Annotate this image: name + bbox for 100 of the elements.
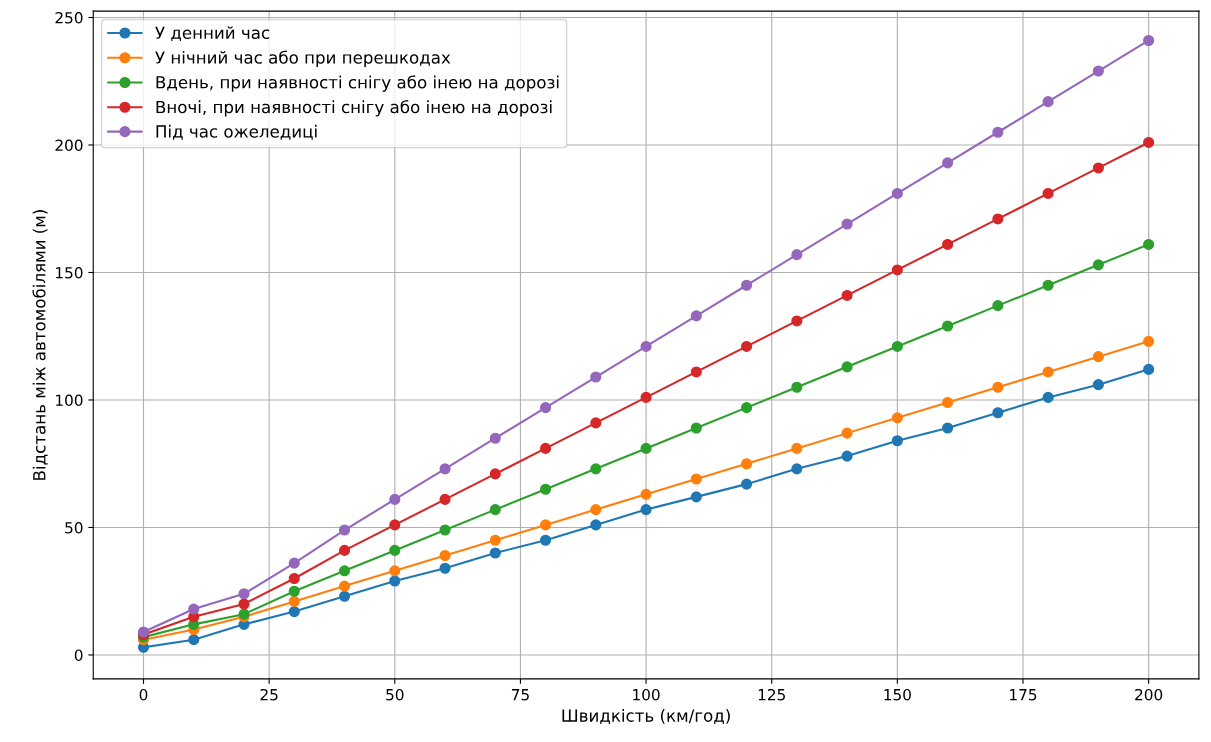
point xyxy=(640,504,652,516)
point xyxy=(1143,34,1155,47)
point xyxy=(539,402,552,414)
point xyxy=(992,213,1004,225)
point xyxy=(288,585,300,597)
point xyxy=(690,310,702,322)
point xyxy=(891,412,903,424)
point xyxy=(1143,335,1155,347)
point xyxy=(791,442,803,454)
point xyxy=(1143,363,1155,375)
y-tick-label: 200 xyxy=(55,139,83,152)
point xyxy=(841,450,853,462)
point xyxy=(338,580,351,592)
y-axis-title: Відстань між автомобілями (м) xyxy=(32,210,48,480)
point xyxy=(841,289,853,301)
point xyxy=(942,320,954,332)
point xyxy=(1042,391,1054,403)
point xyxy=(1092,379,1104,391)
point xyxy=(539,519,552,531)
x-tick-label: 100 xyxy=(633,688,660,701)
point xyxy=(1092,351,1104,363)
point xyxy=(690,491,702,503)
point xyxy=(338,544,351,556)
x-tick-label: 75 xyxy=(511,689,529,701)
y-tick-label: 50 xyxy=(65,521,83,534)
point xyxy=(741,458,753,470)
point xyxy=(942,422,954,434)
point xyxy=(439,493,451,505)
point xyxy=(640,340,652,352)
point xyxy=(590,519,602,531)
point xyxy=(841,361,853,373)
x-tick-label: 175 xyxy=(1010,689,1037,701)
point xyxy=(539,442,552,454)
point xyxy=(288,606,300,618)
point xyxy=(690,422,702,434)
point xyxy=(489,504,501,516)
point xyxy=(992,407,1004,419)
point xyxy=(439,524,451,536)
x-tick-label: 0 xyxy=(139,688,148,701)
x-tick-label: 125 xyxy=(758,688,785,701)
y-tick-label: 100 xyxy=(56,394,83,406)
point xyxy=(992,300,1004,312)
x-tick-label: 200 xyxy=(1135,688,1163,701)
point xyxy=(1092,65,1104,77)
point xyxy=(389,565,401,577)
point xyxy=(288,557,300,569)
x-tick-label: 150 xyxy=(884,688,911,701)
point xyxy=(238,588,250,600)
point xyxy=(1143,136,1155,149)
point xyxy=(741,340,753,352)
x-tick-label: 50 xyxy=(386,688,404,701)
point xyxy=(942,396,954,409)
point xyxy=(489,468,501,480)
point xyxy=(841,427,853,439)
point xyxy=(942,238,954,250)
point xyxy=(640,488,652,500)
point xyxy=(489,432,501,444)
point xyxy=(1143,238,1155,250)
point xyxy=(741,478,753,490)
point xyxy=(489,534,501,546)
x-axis-title: Швидкість (км/год) xyxy=(562,708,730,724)
point xyxy=(389,575,401,587)
y-tick-label: 150 xyxy=(56,266,83,279)
point xyxy=(439,549,451,562)
point xyxy=(389,519,401,531)
point xyxy=(338,590,351,602)
point xyxy=(640,442,652,454)
point xyxy=(590,371,602,383)
point xyxy=(188,603,200,615)
point xyxy=(238,598,250,610)
point xyxy=(1092,259,1104,271)
point xyxy=(1042,366,1054,378)
point xyxy=(690,473,702,485)
point xyxy=(690,366,702,378)
point xyxy=(791,381,803,393)
point xyxy=(1042,187,1054,199)
point xyxy=(590,504,602,516)
x-tick-label: 25 xyxy=(260,688,278,701)
point xyxy=(389,493,401,505)
y-tick-label: 0 xyxy=(74,649,83,661)
legend-label: Вночі, при наявності снігу або інею на дорозі xyxy=(156,100,552,117)
point xyxy=(389,544,401,556)
point xyxy=(891,340,903,352)
y-tick-label: 250 xyxy=(55,11,83,24)
point xyxy=(942,157,954,169)
point xyxy=(741,279,753,291)
legend-label: Під час ожеледиці xyxy=(156,124,317,140)
point xyxy=(439,562,451,574)
legend-label: Вдень, при наявності снігу або інею на дорозі xyxy=(156,75,559,92)
point xyxy=(992,126,1004,138)
point xyxy=(539,534,552,546)
point xyxy=(338,524,351,536)
point xyxy=(590,417,602,429)
point xyxy=(288,595,300,607)
point xyxy=(1092,162,1104,174)
point xyxy=(891,264,903,276)
point xyxy=(338,565,351,577)
point xyxy=(439,463,451,475)
point xyxy=(188,634,200,646)
point xyxy=(992,381,1004,393)
